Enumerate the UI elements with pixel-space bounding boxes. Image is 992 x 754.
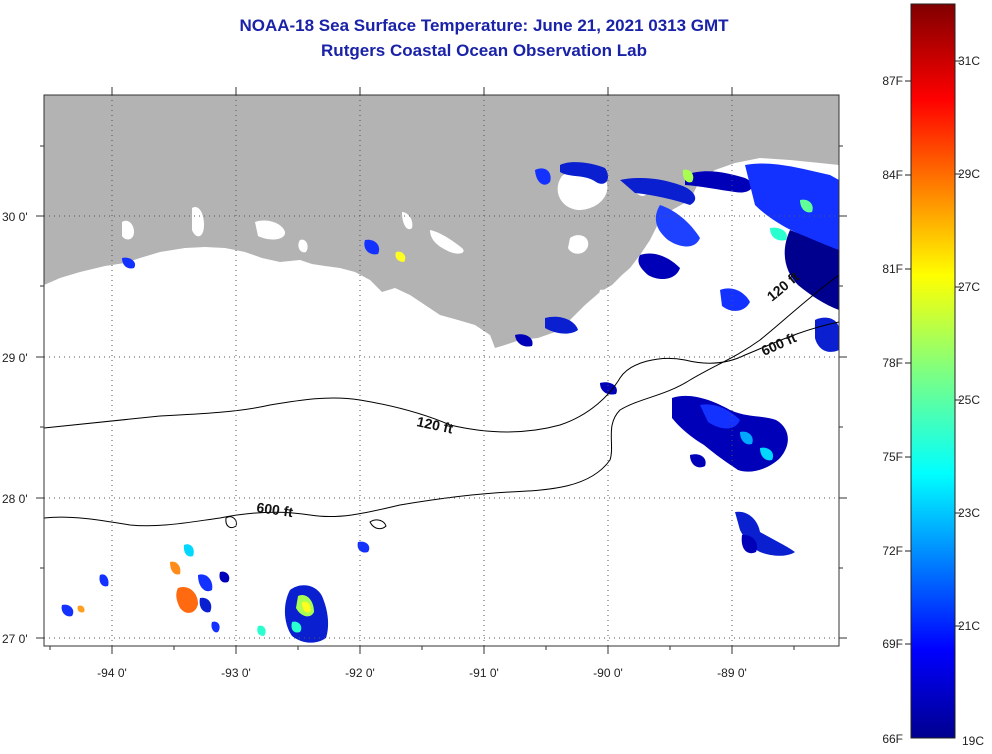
lake [430,230,464,254]
lake [122,220,134,240]
colorbar-c-label: 31C [958,54,980,68]
lake [599,289,620,312]
colorbar-gradient [910,3,956,739]
colorbar-f-label: 78F [882,356,903,370]
colorbar-c-label: 23C [958,506,980,520]
tick-marks [36,87,847,654]
contour-label-600ft: 600 ft [256,499,295,520]
map-subtitle: Rutgers Coastal Ocean Observation Lab [321,41,647,60]
colorbar-c-label: 29C [958,167,980,181]
lake [568,235,589,254]
colorbar-f-label: 69F [882,637,903,651]
colorbar-f-label: 84F [882,168,903,182]
colorbar-c-label: 21C [958,619,980,633]
colorbar-f-label: 87F [882,74,903,88]
longitude-label: -89 0' [717,666,747,680]
longitude-label: -94 0' [97,666,127,680]
contour-120ft [44,321,839,433]
lake [298,239,308,253]
contour-600ft [44,274,839,527]
longitude-label: -91 0' [469,666,499,680]
colorbar-ticks [905,60,961,645]
contour-small [369,519,387,530]
grid-lines [44,95,839,646]
map-frame [43,94,840,647]
latitude-label: 30 0' [2,210,28,224]
latitude-label: 27 0' [2,632,28,646]
colorbar-f-label: 66F [882,732,903,746]
lake [255,220,286,240]
longitude-label: -90 0' [593,666,623,680]
land-mass [44,95,839,348]
lake [192,206,204,237]
colorbar-f-label: 75F [882,450,903,464]
colorbar-f-label: 72F [882,544,903,558]
colorbar: 87F 84F 81F 78F 75F 72F 69F 66F 31C 29C … [882,3,984,748]
longitude-label: -92 0' [345,666,375,680]
latitude-label: 28 0' [2,492,28,506]
longitude-label: -93 0' [221,666,251,680]
colorbar-c-label: 25C [958,393,980,407]
colorbar-c-label: 27C [958,280,980,294]
colorbar-c-label: 19C [962,734,984,748]
latitude-label: 29 0' [2,351,28,365]
contour-label-120ft: 120 ft [415,413,454,436]
colorbar-f-label: 81F [882,262,903,276]
sst-data-patches [61,162,839,643]
map-title: NOAA-18 Sea Surface Temperature: June 21… [239,16,729,35]
